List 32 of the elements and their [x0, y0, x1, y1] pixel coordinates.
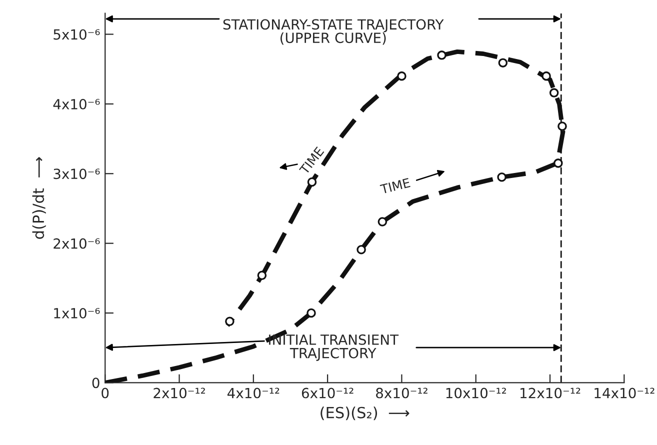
x-tick-label: 2x10⁻¹² — [154, 388, 205, 398]
point — [225, 316, 234, 326]
y-tick-label: 1x10⁻⁶ — [54, 308, 100, 318]
y-axis-title: d(P)/dt ⟶ — [32, 157, 46, 239]
point — [497, 172, 506, 182]
annotation: TIME — [380, 178, 410, 194]
point — [307, 177, 317, 187]
point — [306, 308, 316, 318]
y-tick-label: 4x10⁻⁶ — [53, 98, 100, 110]
point — [554, 158, 563, 168]
x-tick-label: 0 — [102, 388, 109, 398]
point — [549, 88, 559, 98]
x-tick-label: 10x10⁻¹² — [446, 388, 506, 398]
x-tick-label: 8x10⁻¹² — [376, 388, 428, 398]
x-tick-label: 12x10⁻¹² — [520, 388, 580, 398]
point — [378, 217, 388, 226]
x-tick-label: 6x10⁻¹² — [302, 388, 354, 398]
y-tick-label: 2x10⁻⁶ — [54, 238, 100, 249]
point — [356, 244, 366, 254]
point — [397, 71, 406, 81]
y-tick-label: 5x10⁻⁶ — [54, 29, 100, 40]
x-tick-label: 4x10⁻¹² — [227, 388, 280, 398]
point — [558, 122, 567, 131]
point — [542, 71, 551, 81]
point — [257, 270, 267, 280]
y-tick-label: 3x10⁻⁶ — [54, 168, 100, 180]
point — [437, 50, 446, 60]
x-tick-label: 14x10⁻¹² — [594, 388, 654, 398]
x-axis-title: (ES)(S₂) ⟶ — [320, 406, 410, 420]
point — [498, 58, 508, 68]
annotation: STATIONARY-STATE TRAJECTORY (UPPER CURVE) — [223, 19, 444, 45]
y-tick-label: 0 — [92, 378, 100, 388]
